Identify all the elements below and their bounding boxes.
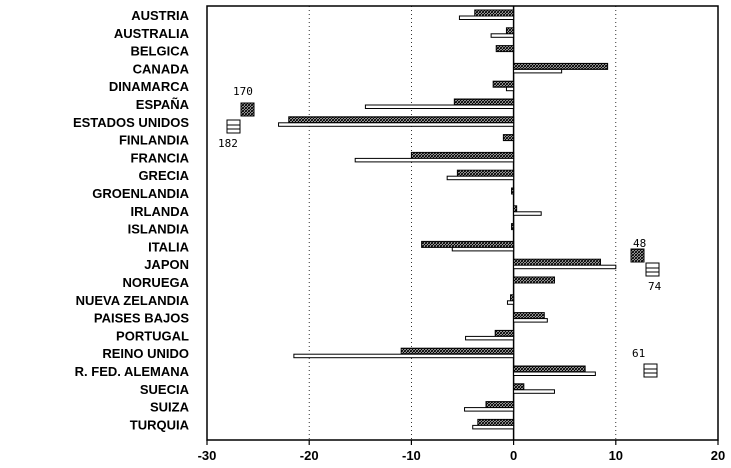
bar-hatched (510, 294, 515, 302)
bar-hatched (511, 187, 515, 195)
bar-outline (464, 407, 515, 412)
plot-frame (206, 5, 719, 441)
x-tick-label: -20 (300, 448, 319, 463)
bar-hatched (400, 347, 515, 355)
bar-hatched (502, 134, 515, 142)
country-label: FRANCIA (131, 150, 190, 165)
bar-outline (506, 300, 515, 305)
bar-hatched (477, 418, 515, 426)
bar-hatched (492, 80, 515, 88)
bar-hatched (513, 312, 545, 320)
bar-hatched (511, 223, 515, 231)
bar-hatched (474, 9, 515, 17)
country-label: DINAMARCA (109, 79, 190, 94)
country-label: CANADA (133, 61, 190, 76)
country-label: ESTADOS UNIDOS (73, 115, 189, 130)
bar-hatched (495, 45, 515, 53)
bar-outline (458, 15, 515, 20)
country-label: TURQUIA (130, 417, 190, 432)
bar-hatched (513, 258, 601, 266)
bar-outline (451, 246, 515, 252)
x-tick-label: 10 (609, 448, 623, 463)
off-scale-marker (240, 102, 255, 117)
country-label: NORUEGA (123, 275, 190, 290)
bar-hatched (513, 383, 525, 391)
bar-hatched (513, 365, 586, 373)
off-scale-marker (643, 363, 658, 378)
off-scale-value-label: 48 (633, 237, 646, 250)
bar-outline (490, 33, 515, 38)
bar-hatched (288, 116, 515, 124)
off-scale-marker (226, 119, 241, 134)
country-label: R. FED. ALEMANA (75, 364, 190, 379)
country-label: REINO UNIDO (102, 346, 189, 361)
country-label: NUEVA ZELANDIA (76, 293, 190, 308)
bar-hatched (410, 151, 515, 159)
off-scale-value-label: 61 (632, 347, 645, 360)
country-label: PORTUGAL (116, 328, 189, 343)
x-tick-label: -30 (198, 448, 217, 463)
bar-hatched (513, 62, 609, 70)
country-label: BELGICA (131, 44, 190, 59)
bar-hatched (505, 27, 515, 35)
bar-outline (505, 86, 515, 92)
bar-hatched (513, 205, 518, 213)
country-label: AUSTRIA (131, 8, 189, 23)
x-tick-label: 20 (711, 448, 725, 463)
bar-outline (278, 122, 515, 127)
country-label: PAISES BAJOS (94, 311, 189, 326)
bar-hatched (513, 276, 555, 284)
bar-outline (472, 424, 515, 430)
bar-outline (513, 318, 548, 323)
x-tick-label: -10 (402, 448, 421, 463)
bar-outline (513, 68, 563, 74)
country-label: GRECIA (138, 168, 189, 183)
bar-hatched (485, 401, 515, 409)
bar-outline (513, 371, 596, 376)
off-scale-value-label: 74 (648, 280, 662, 293)
bar-outline (513, 389, 555, 394)
country-label: SUIZA (150, 400, 190, 415)
country-label: SUECIA (140, 382, 190, 397)
bar-hatched (453, 98, 515, 106)
bar-hatched (494, 329, 515, 337)
bar-hatched (421, 240, 515, 248)
off-scale-value-label: 170 (233, 85, 253, 98)
bar-hatched (456, 169, 515, 177)
x-tick-label: 0 (510, 448, 517, 463)
country-label: JAPON (144, 257, 189, 272)
off-scale-marker (645, 262, 660, 277)
country-label: GROENLANDIA (92, 186, 189, 201)
country-label: ESPAÑA (136, 97, 190, 112)
country-label: AUSTRALIA (114, 26, 190, 41)
country-label: IRLANDA (131, 204, 190, 219)
country-label: ITALIA (148, 239, 190, 254)
bar-outline (364, 104, 515, 109)
country-label: ISLANDIA (128, 222, 190, 237)
bar-outline (446, 175, 515, 181)
country-label: FINLANDIA (119, 133, 190, 148)
x-axis-ticks: -30 -20 -10 0 10 20 (198, 440, 725, 463)
off-scale-marker (630, 248, 645, 263)
bar-outline (354, 157, 515, 163)
bar-outline (513, 211, 542, 216)
country-labels: AUSTRIA AUSTRALIA BELGICA CANADA DINAMARCA ES… (73, 8, 190, 432)
bar-outline (293, 353, 515, 359)
bar-outline (513, 264, 617, 270)
off-scale-value-label: 182 (218, 137, 238, 150)
bars (278, 9, 617, 430)
bar-outline (465, 335, 515, 341)
off-scale-annotations: 170 182 48 74 61 (218, 85, 662, 378)
